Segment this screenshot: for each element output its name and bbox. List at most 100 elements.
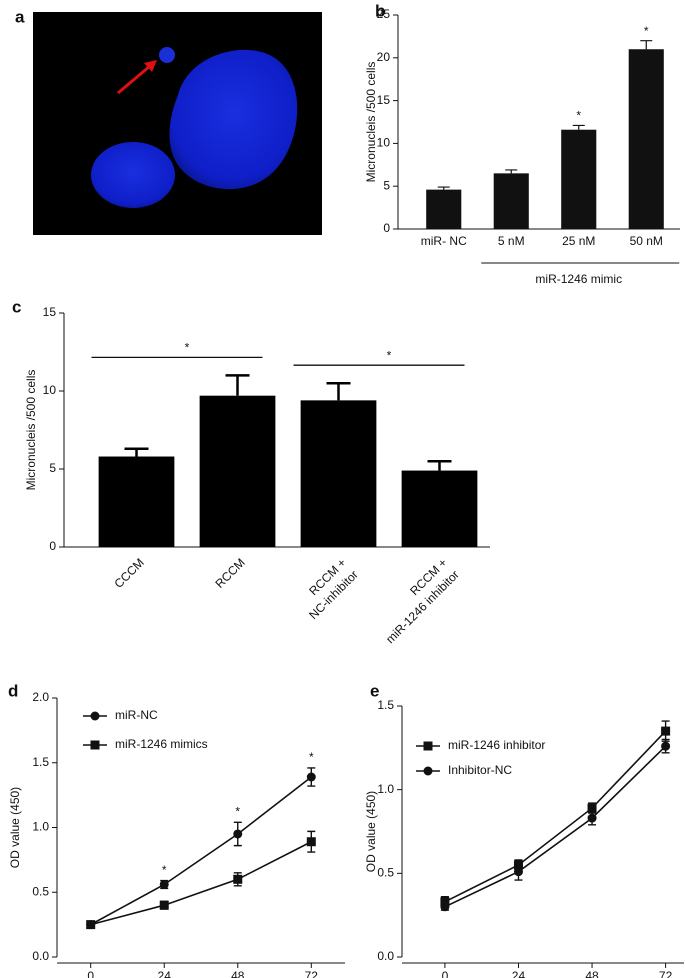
x-tick-label: 72 (659, 969, 673, 978)
bar (493, 173, 529, 229)
error-bar (437, 186, 450, 190)
marker (159, 900, 169, 910)
panel-label: b (375, 1, 385, 20)
marker (587, 813, 597, 823)
x-tick-label: RCCM (213, 555, 248, 590)
x-tick-label: 72 (305, 969, 319, 978)
bar (199, 395, 276, 547)
marker (90, 711, 100, 721)
marker (587, 803, 597, 813)
marker (90, 740, 100, 750)
y-tick-label: 1.0 (32, 820, 49, 834)
y-tick-label: 25 (377, 7, 391, 21)
panel-label: a (15, 7, 25, 26)
panel-label: c (12, 297, 21, 316)
x-tick-label: 24 (158, 969, 172, 978)
group-label: miR-1246 mimic (535, 272, 622, 286)
significance: * (162, 863, 167, 877)
x-tick-label: miR- NC (421, 234, 467, 248)
panel-label: d (8, 681, 18, 700)
x-tick-label: 25 nM (562, 234, 595, 248)
marker (306, 772, 316, 782)
y-tick-label: 0.0 (377, 949, 394, 963)
error-bar (124, 447, 149, 457)
bar (561, 129, 597, 229)
error-bar (225, 374, 250, 396)
y-tick-label: 15 (377, 93, 391, 107)
error-bar (572, 124, 585, 130)
y-tick-label: 10 (43, 383, 57, 397)
legend-label: miR-1246 mimics (115, 737, 208, 751)
y-tick-label: 5 (49, 461, 56, 475)
y-axis-label: Micronucleis /500 cells (364, 62, 378, 183)
y-tick-label: 1.0 (377, 782, 394, 796)
y-tick-label: 1.5 (32, 755, 49, 769)
marker (423, 741, 433, 751)
y-tick-label: 0.5 (377, 866, 394, 880)
nucleus (91, 142, 175, 208)
y-tick-label: 0 (383, 221, 390, 235)
y-axis-label: OD value (450) (364, 791, 378, 872)
y-tick-label: 2.0 (32, 690, 49, 704)
line (444, 745, 667, 908)
significance: * (644, 24, 649, 38)
significance: * (387, 348, 392, 362)
bar (98, 456, 175, 547)
y-tick-label: 5 (383, 178, 390, 192)
micrograph (33, 12, 322, 235)
marker (440, 897, 450, 907)
bar (401, 470, 478, 547)
significance: * (235, 804, 240, 818)
legend-label: miR-1246 inhibitor (448, 738, 545, 752)
x-tick-label: 0 (442, 969, 449, 978)
significance: * (185, 341, 190, 355)
x-tick-label: 48 (231, 969, 245, 978)
error-bar (326, 381, 351, 401)
y-tick-label: 20 (377, 50, 391, 64)
marker (440, 902, 450, 912)
y-tick-label: 10 (377, 136, 391, 150)
y-axis-label: OD value (450) (8, 787, 22, 868)
error-bar (427, 459, 452, 471)
marker (661, 741, 671, 751)
nucleus (169, 49, 298, 190)
legend-label: miR-NC (115, 708, 158, 722)
marker (86, 920, 96, 930)
marker (159, 879, 169, 889)
line (90, 776, 312, 926)
significance: * (309, 750, 314, 764)
error-bar (505, 169, 518, 174)
x-tick-label: 24 (512, 969, 526, 978)
panel-label: e (370, 681, 379, 700)
bar (628, 49, 664, 229)
y-tick-label: 1.5 (377, 698, 394, 712)
arrow-head (144, 60, 157, 72)
arrow (117, 64, 151, 95)
y-axis-label: Micronucleis /500 cells (24, 370, 38, 491)
marker (513, 867, 523, 877)
marker (233, 829, 243, 839)
x-tick-label: 48 (585, 969, 599, 978)
marker (661, 726, 671, 736)
significance: * (576, 109, 581, 123)
x-tick-label: 0 (87, 969, 94, 978)
line (444, 730, 667, 903)
legend-label: Inhibitor-NC (448, 763, 512, 777)
y-tick-label: 15 (43, 305, 57, 319)
error-bar (640, 40, 653, 50)
micronucleus (159, 47, 175, 63)
y-tick-label: 0 (49, 539, 56, 553)
x-tick-label: 50 nM (630, 234, 663, 248)
bar (426, 189, 462, 229)
marker (233, 874, 243, 884)
bar (300, 400, 377, 547)
x-tick-label: CCCM (112, 555, 147, 590)
marker (423, 766, 433, 776)
line (90, 841, 312, 926)
y-tick-label: 0.5 (32, 884, 49, 898)
y-tick-label: 0.0 (32, 949, 49, 963)
marker (306, 837, 316, 847)
x-tick-label: 5 nM (498, 234, 525, 248)
